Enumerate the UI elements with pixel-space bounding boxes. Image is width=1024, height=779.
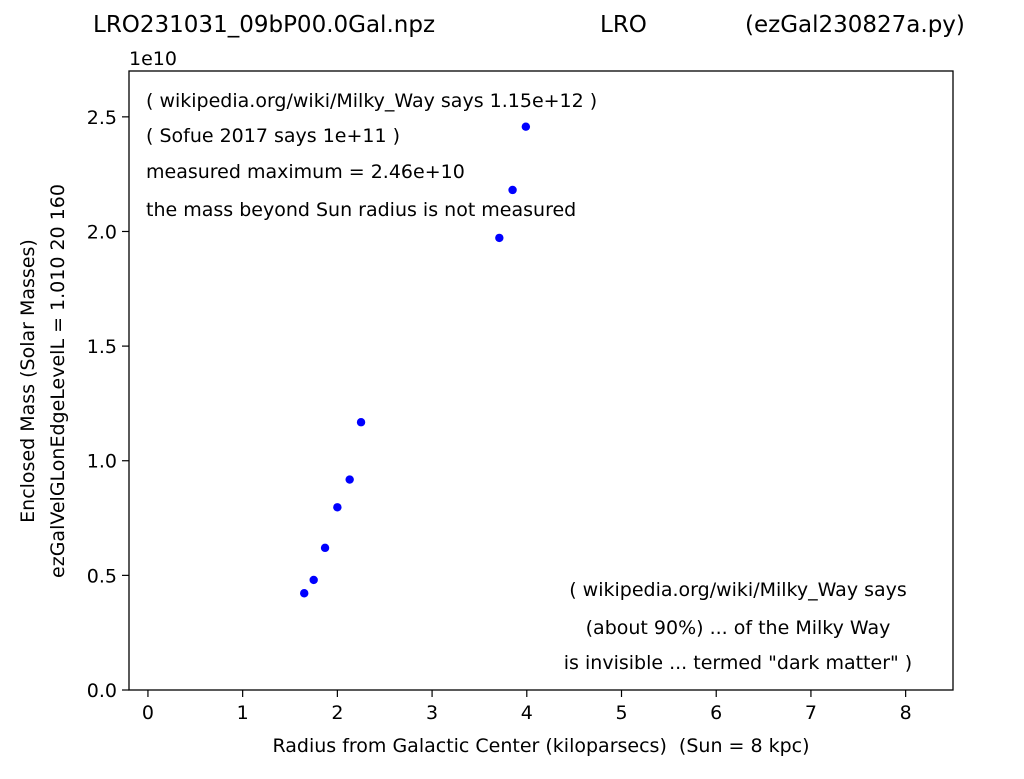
- x-tick-label: 7: [805, 702, 817, 724]
- data-point: [508, 185, 517, 195]
- x-axis-label: Radius from Galactic Center (kiloparsecs…: [272, 735, 809, 757]
- y-axis-label-params: ezGalVelGLonEdgeLevelL = 1.010 20 160: [46, 183, 69, 578]
- annotation-sofue: ( Sofue 2017 says 1e+11 ): [146, 125, 401, 147]
- y-axis-label: Enclosed Mass (Solar Masses): [16, 238, 39, 523]
- annotation-dark-matter-2: (about 90%) ... of the Milky Way: [585, 617, 891, 639]
- y-tick-label: 2.5: [87, 107, 117, 129]
- data-point: [345, 475, 354, 484]
- y-tick-label: 2.0: [87, 221, 117, 243]
- data-point: [300, 589, 309, 598]
- y-tick-label: 1.5: [87, 336, 117, 358]
- x-tick-label: 1: [237, 702, 249, 724]
- annotation-beyond-sun: the mass beyond Sun radius is not measur…: [146, 199, 577, 221]
- y-tick-label: 0.5: [87, 565, 117, 587]
- header-filename: LRO231031_09bP00.0Gal.npz: [93, 12, 436, 38]
- plot-frame: [128, 70, 954, 691]
- data-point: [320, 543, 330, 553]
- y-offset-label: 1e10: [129, 48, 177, 70]
- x-tick-label: 6: [710, 702, 722, 724]
- data-point: [495, 233, 504, 243]
- annotation-dark-matter-3: is invisible ... termed "dark matter" ): [563, 652, 913, 674]
- data-point: [333, 503, 342, 512]
- data-point: [356, 418, 366, 427]
- x-tick-label: 8: [900, 702, 912, 724]
- x-tick-label: 4: [521, 702, 533, 724]
- x-tick-label: 0: [142, 702, 154, 724]
- data-point: [521, 122, 531, 131]
- x-tick-label: 2: [331, 702, 343, 724]
- annotation-wikipedia-mass: ( wikipedia.org/wiki/Milky_Way says 1.15…: [146, 90, 598, 112]
- y-tick-label: 0.0: [87, 680, 117, 702]
- annotation-dark-matter-1: ( wikipedia.org/wiki/Milky_Way says: [569, 579, 907, 601]
- x-tick-label: 5: [615, 702, 627, 724]
- x-tick-label: 3: [426, 702, 438, 724]
- header-script: (ezGal230827a.py): [745, 12, 965, 38]
- annotation-measured-max: measured maximum = 2.46e+10: [146, 161, 465, 183]
- y-tick-label: 1.0: [87, 451, 117, 473]
- header-source: LRO: [600, 12, 647, 38]
- data-point: [309, 575, 318, 585]
